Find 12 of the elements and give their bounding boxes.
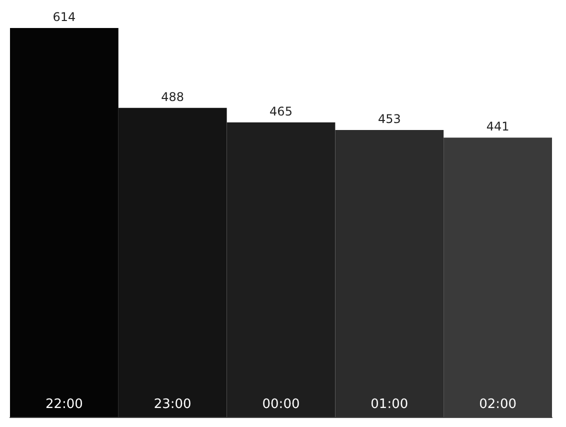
bar <box>335 130 444 417</box>
bar <box>10 28 118 417</box>
x-tick-label: 02:00 <box>479 397 517 412</box>
x-tick-label: 23:00 <box>154 397 192 412</box>
data-label: 488 <box>161 90 184 104</box>
x-tick-label: 01:00 <box>370 397 408 412</box>
data-label: 441 <box>486 120 510 134</box>
data-label: 453 <box>378 112 401 126</box>
data-label: 465 <box>270 104 292 118</box>
x-tick-label: 22:00 <box>45 397 83 412</box>
data-label: 614 <box>52 10 76 24</box>
x-tick-label: 00:00 <box>262 397 300 412</box>
